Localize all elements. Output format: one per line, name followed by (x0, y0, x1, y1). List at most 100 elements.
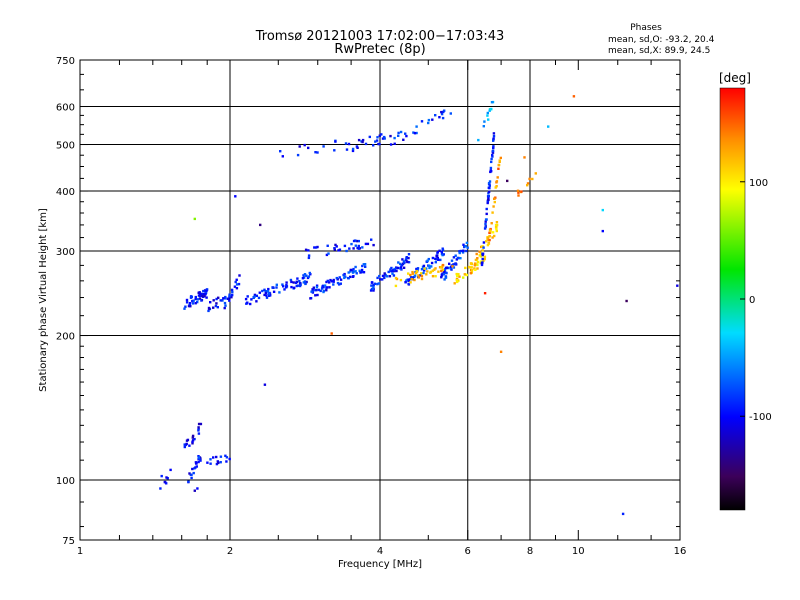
data-point (160, 474, 163, 478)
data-point (517, 191, 520, 194)
data-point (370, 238, 373, 241)
data-point (420, 274, 424, 278)
data-point (190, 476, 193, 480)
data-point (309, 297, 312, 300)
data-point (420, 272, 423, 275)
data-point (343, 276, 346, 280)
data-point (395, 269, 398, 273)
data-point (364, 265, 367, 268)
data-point (392, 269, 395, 272)
data-point (283, 288, 286, 291)
data-point (442, 270, 446, 273)
data-point (196, 298, 200, 301)
colorbar-tick-label: -100 (749, 412, 772, 423)
data-point (199, 422, 203, 426)
x-tick-label: 2 (227, 546, 233, 557)
data-point (437, 270, 440, 273)
data-point (345, 249, 348, 253)
data-point (439, 266, 443, 269)
data-point (495, 227, 498, 231)
data-point (299, 282, 302, 285)
data-point (402, 138, 405, 141)
data-point (439, 258, 442, 262)
data-point (464, 266, 467, 270)
data-point (332, 278, 335, 282)
data-point (392, 274, 396, 277)
data-point (360, 268, 364, 272)
data-point (307, 275, 311, 278)
data-point (482, 241, 486, 244)
data-point (196, 300, 199, 304)
data-point (422, 264, 426, 268)
data-point (473, 264, 477, 267)
data-point (195, 465, 198, 468)
data-point (282, 285, 285, 288)
data-point (481, 253, 484, 257)
data-point (325, 289, 328, 292)
data-point (253, 295, 256, 298)
data-point (185, 301, 189, 304)
data-point (267, 287, 270, 291)
data-point (349, 275, 352, 279)
data-point (491, 236, 494, 239)
data-point (422, 271, 425, 275)
data-point (383, 137, 386, 140)
data-point (441, 268, 444, 272)
data-point (572, 95, 576, 98)
colorbar-tick-label: 0 (749, 295, 755, 306)
data-point (189, 305, 192, 308)
data-point (486, 111, 489, 115)
data-point (413, 274, 417, 277)
data-point (306, 276, 310, 280)
data-point (356, 146, 359, 149)
data-point (197, 426, 200, 429)
data-point (364, 142, 368, 146)
data-point (434, 261, 437, 264)
data-point (203, 295, 206, 298)
data-point (191, 299, 194, 303)
data-point (185, 298, 189, 302)
data-point (476, 260, 480, 264)
data-point (321, 285, 324, 288)
data-point (446, 266, 449, 270)
data-point (197, 427, 200, 431)
data-point (625, 299, 628, 303)
data-point (356, 246, 359, 250)
data-point (497, 167, 500, 170)
data-point (219, 299, 222, 302)
data-point (486, 243, 490, 247)
data-point (423, 269, 426, 272)
data-point (481, 249, 484, 252)
data-point (378, 134, 381, 137)
data-point (427, 118, 431, 122)
data-point (228, 457, 231, 461)
data-point (320, 287, 324, 290)
data-point (293, 286, 296, 289)
data-point (255, 300, 258, 303)
data-point (335, 245, 338, 248)
chart-title: Tromsø 20121003 17:02:00−17:03:43 (255, 29, 505, 44)
data-point (199, 292, 202, 295)
data-point (436, 254, 439, 258)
data-point (417, 276, 420, 279)
y-tick-label: 200 (56, 332, 75, 343)
data-point (476, 263, 479, 267)
data-point (441, 272, 444, 275)
data-point (381, 274, 385, 278)
data-point (491, 231, 495, 234)
data-point (344, 142, 348, 145)
data-point (355, 272, 358, 275)
data-point (307, 254, 311, 257)
data-point (456, 280, 459, 284)
data-point (261, 289, 264, 293)
data-point (333, 247, 336, 250)
data-point (407, 253, 411, 256)
data-point (268, 294, 271, 297)
data-point (492, 145, 495, 148)
data-point (440, 112, 444, 116)
data-point (165, 476, 168, 479)
data-point (200, 299, 203, 302)
data-point (487, 192, 490, 195)
data-point (397, 261, 400, 264)
data-point (299, 283, 302, 286)
